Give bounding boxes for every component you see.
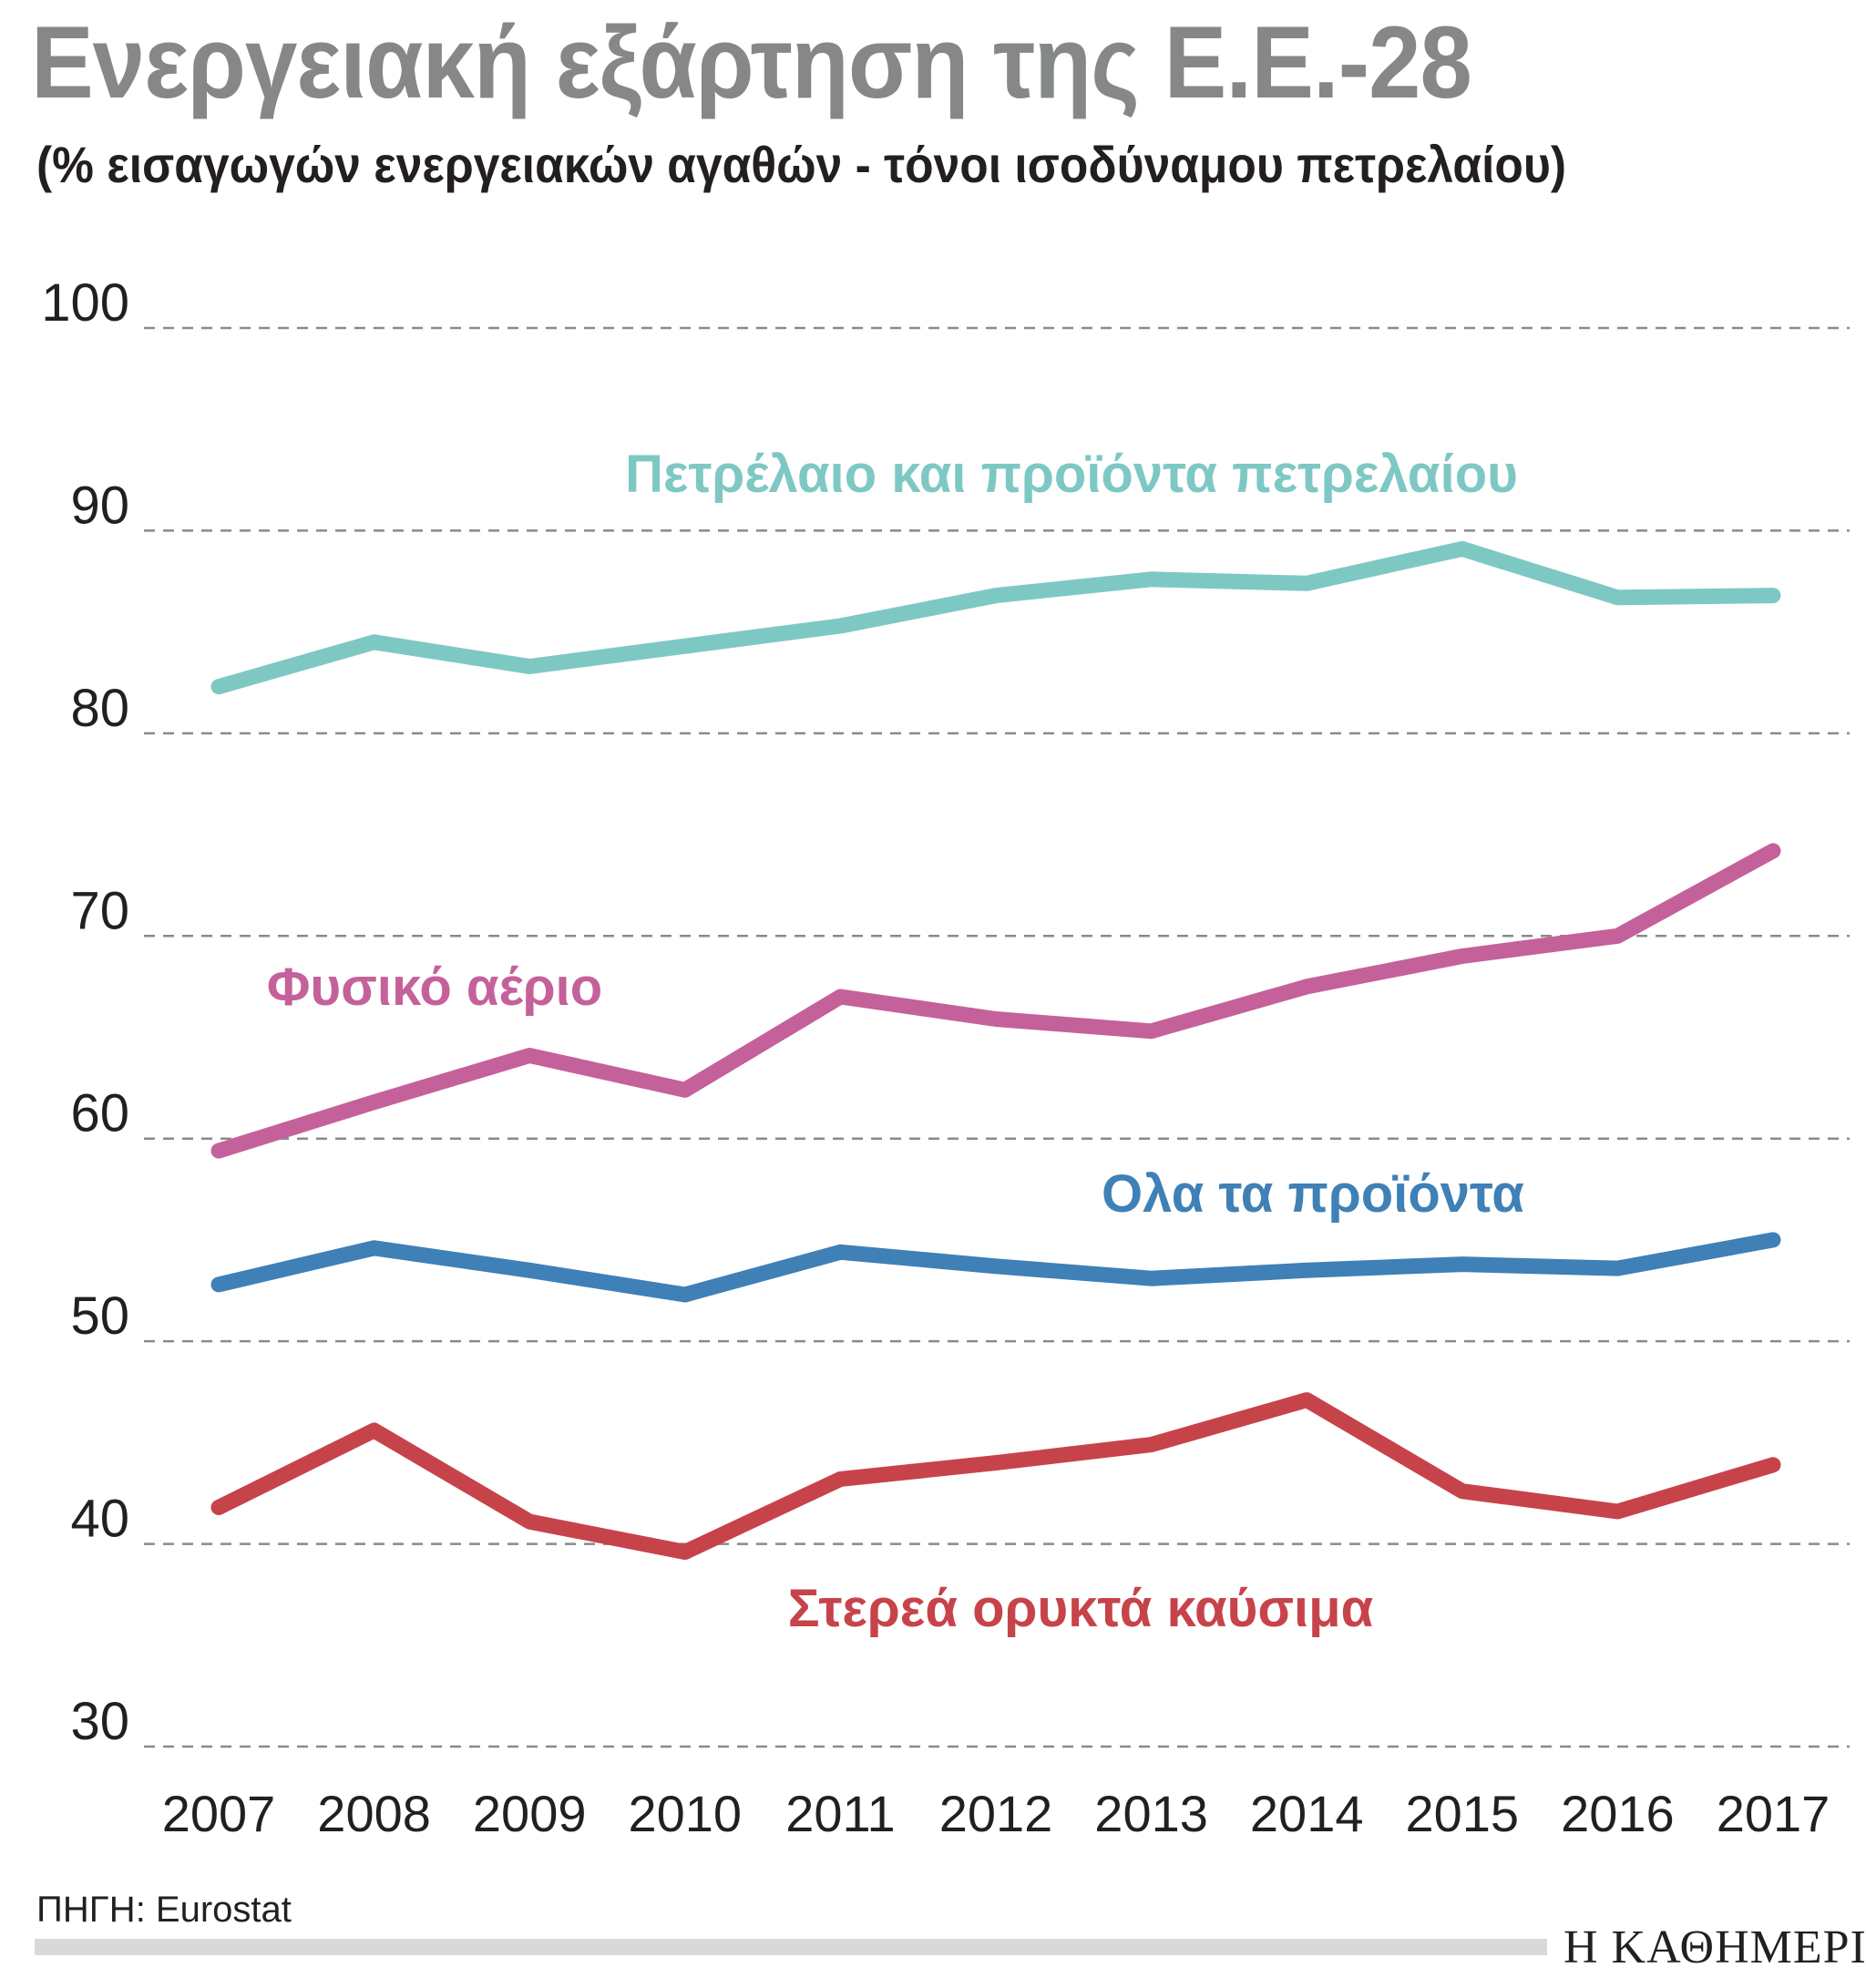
data-point (1773, 850, 1774, 851)
label-solid-fossil-fuels: Στερεά ορυκτά καύσιμα (788, 1579, 1374, 1638)
footer-divider (35, 1939, 1547, 1955)
data-point (1151, 1278, 1152, 1279)
y-tick-label: 50 (70, 1286, 129, 1346)
data-point (1773, 1464, 1774, 1465)
label-oil-products: Πετρέλαιο και προϊόντα πετρελαίου (625, 445, 1518, 504)
data-point (684, 1294, 685, 1295)
data-point (996, 595, 997, 596)
data-point (219, 1151, 220, 1152)
data-point (1461, 956, 1462, 957)
data-point (219, 686, 220, 687)
y-tick-label: 100 (41, 273, 129, 333)
data-point (1461, 1264, 1462, 1265)
x-axis-ticks: 2007 2008 2009 2010 2011 2012 2013 2014 2015 2016… (162, 1785, 1830, 1842)
x-tick-label: 2013 (1094, 1785, 1208, 1842)
series-labels: Πετρέλαιο και προϊόντα πετρελαίου Φυσικό … (267, 445, 1524, 1638)
data-point (840, 1479, 841, 1480)
x-tick-label: 2012 (939, 1785, 1053, 1842)
data-point (996, 1462, 997, 1463)
data-point (1461, 548, 1462, 549)
series-line-oil-products (210, 540, 1781, 695)
series-line-natural-gas (210, 843, 1781, 1159)
y-tick-label: 90 (70, 476, 129, 535)
data-point (1773, 595, 1774, 596)
x-tick-label: 2017 (1717, 1785, 1830, 1842)
series-lines (210, 540, 1781, 1560)
x-tick-label: 2008 (317, 1785, 431, 1842)
label-all-products: Ολα τα προϊόντα (1102, 1164, 1524, 1224)
y-tick-label: 60 (70, 1084, 129, 1143)
y-tick-label: 40 (70, 1490, 129, 1549)
x-tick-label: 2014 (1250, 1785, 1364, 1842)
data-point (219, 1507, 220, 1508)
data-point (1151, 1030, 1152, 1031)
x-tick-label: 2011 (785, 1785, 895, 1842)
x-tick-label: 2009 (473, 1785, 587, 1842)
data-point (1617, 936, 1618, 937)
y-tick-label: 80 (70, 679, 129, 738)
source-note: ΠΗΓΗ: Eurostat (36, 1890, 292, 1930)
gridlines (144, 326, 1850, 1748)
x-tick-label: 2010 (629, 1785, 743, 1842)
data-point (529, 1270, 530, 1271)
x-tick-label: 2015 (1406, 1785, 1520, 1842)
x-tick-label: 2007 (162, 1785, 276, 1842)
series-line-solid-fossil-fuels (210, 1392, 1781, 1560)
data-point (529, 1055, 530, 1056)
data-point (840, 997, 841, 998)
data-point (1773, 1239, 1774, 1240)
label-natural-gas: Φυσικό αέριο (267, 958, 602, 1017)
x-tick-label: 2016 (1561, 1785, 1675, 1842)
data-point (529, 666, 530, 667)
data-point (1617, 1268, 1618, 1269)
data-point (684, 1090, 685, 1091)
data-point (1151, 1444, 1152, 1445)
chart-subtitle: (% εισαγωγών ενεργειακών αγαθών - τόνοι … (36, 136, 1567, 193)
chart-title: Ενεργειακή εξάρτηση της Ε.Ε.-28 (31, 5, 1472, 119)
data-point (840, 625, 841, 626)
data-point (219, 1284, 220, 1285)
series-line-all-products (210, 1232, 1781, 1303)
publisher-logo: Η ΚΑΘΗΜΕΡΙΝΗ (1564, 1921, 1866, 1973)
data-point (684, 646, 685, 647)
data-point (1617, 597, 1618, 598)
data-point (840, 1252, 841, 1253)
y-axis-ticks: 30 40 50 60 70 80 90 100 (41, 273, 129, 1751)
y-tick-label: 70 (70, 881, 129, 940)
data-point (996, 1019, 997, 1020)
y-tick-label: 30 (70, 1692, 129, 1751)
